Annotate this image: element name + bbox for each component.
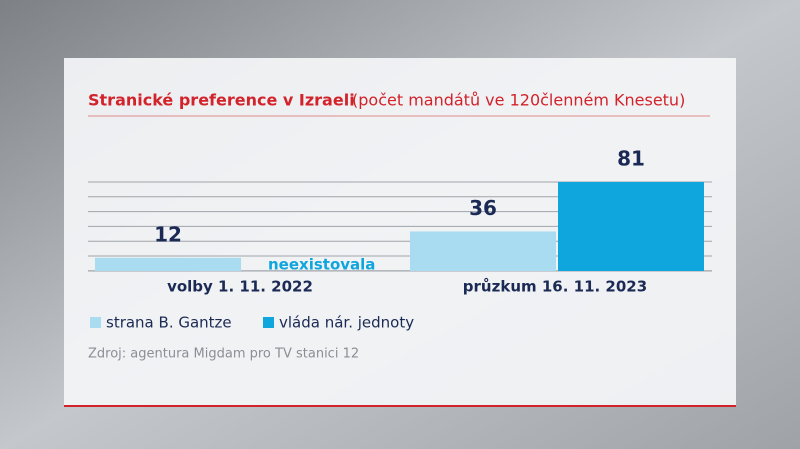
x-tick-label: průzkum 16. 11. 2023 [463,278,647,296]
legend-swatch [263,317,274,328]
value-label: 36 [469,196,497,220]
bar [558,182,704,271]
legend-swatch [90,317,101,328]
legend-label: vláda nár. jednoty [279,314,414,332]
value-label: 12 [154,222,182,246]
x-tick-label: volby 1. 11. 2022 [167,278,313,296]
source: Zdroj: agentura Migdam pro TV stanici 12 [88,347,359,362]
value-label: 81 [617,147,645,171]
chart-title: Stranické preference v Izraeli [88,91,355,110]
value-label: neexistovala [268,256,375,274]
legend-label: strana B. Gantze [106,314,232,332]
chart-subtitle: (počet mandátů ve 120členném Knesetu) [352,91,685,110]
bar [410,231,556,271]
bar [95,257,241,271]
